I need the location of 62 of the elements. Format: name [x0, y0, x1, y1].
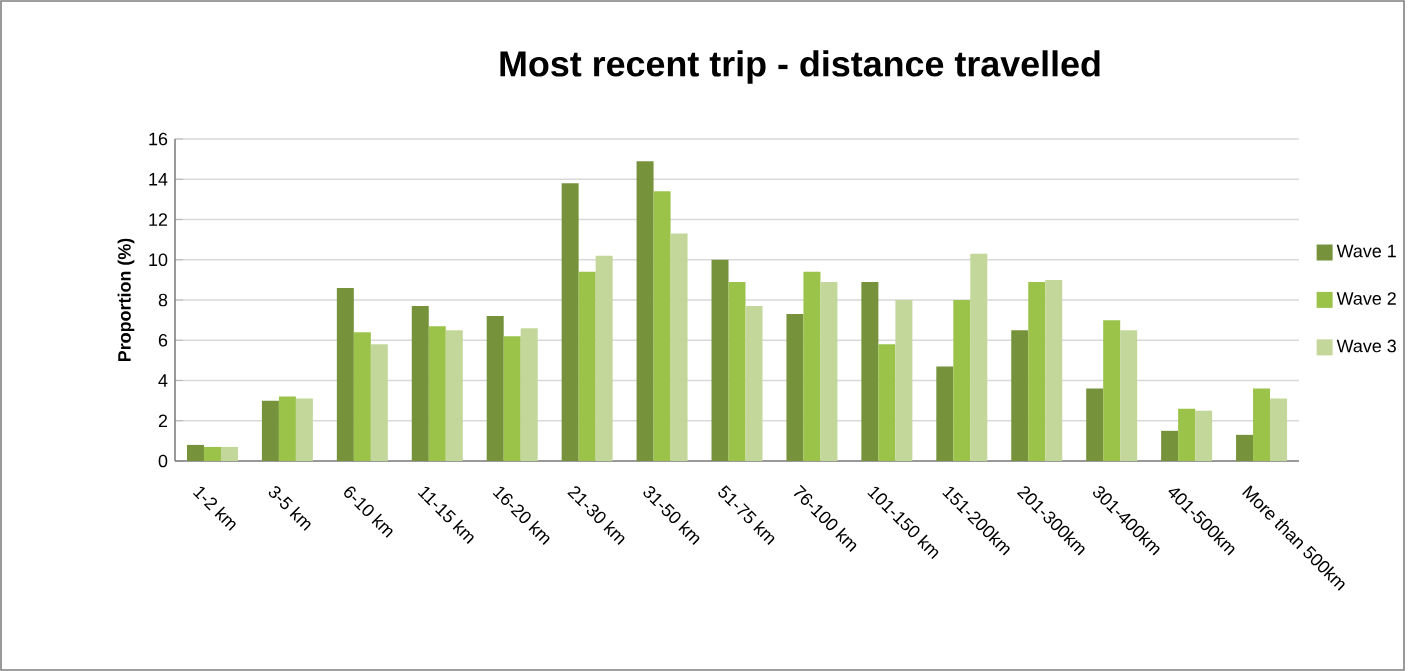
y-axis-title: Proportion (%)	[117, 238, 135, 362]
bar	[1161, 430, 1179, 461]
chart-title: Most recent trip - distance travelled	[500, 50, 1100, 84]
y-tick-label: 12	[149, 213, 168, 226]
bar	[953, 300, 971, 461]
bar	[861, 281, 879, 461]
bar	[728, 281, 746, 461]
bar	[186, 444, 204, 461]
bar	[503, 336, 521, 461]
bar	[1011, 330, 1029, 461]
bar	[353, 332, 371, 461]
y-tick-label: 8	[158, 293, 168, 307]
y-tick-label: 16	[149, 132, 168, 146]
bar	[445, 330, 463, 461]
bar	[745, 306, 763, 461]
bar	[1045, 279, 1063, 461]
x-tick-label: 3-5 km	[268, 486, 311, 531]
bar	[1028, 281, 1046, 461]
y-tick-label: 2	[158, 414, 168, 428]
bar	[1120, 330, 1138, 461]
bar	[428, 326, 446, 461]
legend-label: Wave 2	[1336, 292, 1396, 305]
bar	[711, 259, 729, 461]
x-tick-label: 1-2 km	[192, 486, 236, 531]
bar	[220, 446, 238, 461]
y-tick-label: 10	[149, 253, 168, 267]
bar	[278, 396, 296, 461]
bar	[1253, 388, 1271, 461]
bar	[636, 161, 654, 461]
bar	[203, 446, 221, 461]
bar	[878, 344, 896, 461]
y-tick-label: 0	[158, 454, 168, 468]
bar	[486, 316, 504, 461]
bar	[595, 255, 613, 461]
bar	[1195, 410, 1213, 461]
bar	[411, 306, 429, 461]
y-tick-label: 14	[149, 173, 168, 186]
legend-label: Wave 3	[1336, 339, 1396, 353]
bar	[370, 344, 388, 461]
bar	[520, 328, 538, 461]
bar	[1236, 434, 1254, 461]
bar	[1086, 388, 1104, 461]
bar	[1270, 398, 1288, 461]
x-tick-label: 6-10 km	[344, 486, 393, 538]
bar	[895, 300, 913, 461]
bar	[803, 271, 821, 461]
bar	[936, 366, 954, 461]
bar	[261, 400, 279, 461]
bar	[970, 253, 988, 461]
bar	[578, 271, 596, 461]
bar	[820, 281, 838, 461]
bar	[561, 183, 579, 461]
bar	[295, 398, 313, 461]
bar	[336, 287, 354, 461]
bar	[1178, 408, 1196, 461]
bar	[653, 191, 671, 461]
y-tick-label: 6	[158, 333, 168, 347]
bar	[1103, 320, 1121, 461]
bar	[670, 233, 688, 461]
legend-label: Wave 1	[1336, 244, 1396, 258]
y-tick-label: 4	[158, 374, 168, 387]
bar	[786, 314, 804, 461]
